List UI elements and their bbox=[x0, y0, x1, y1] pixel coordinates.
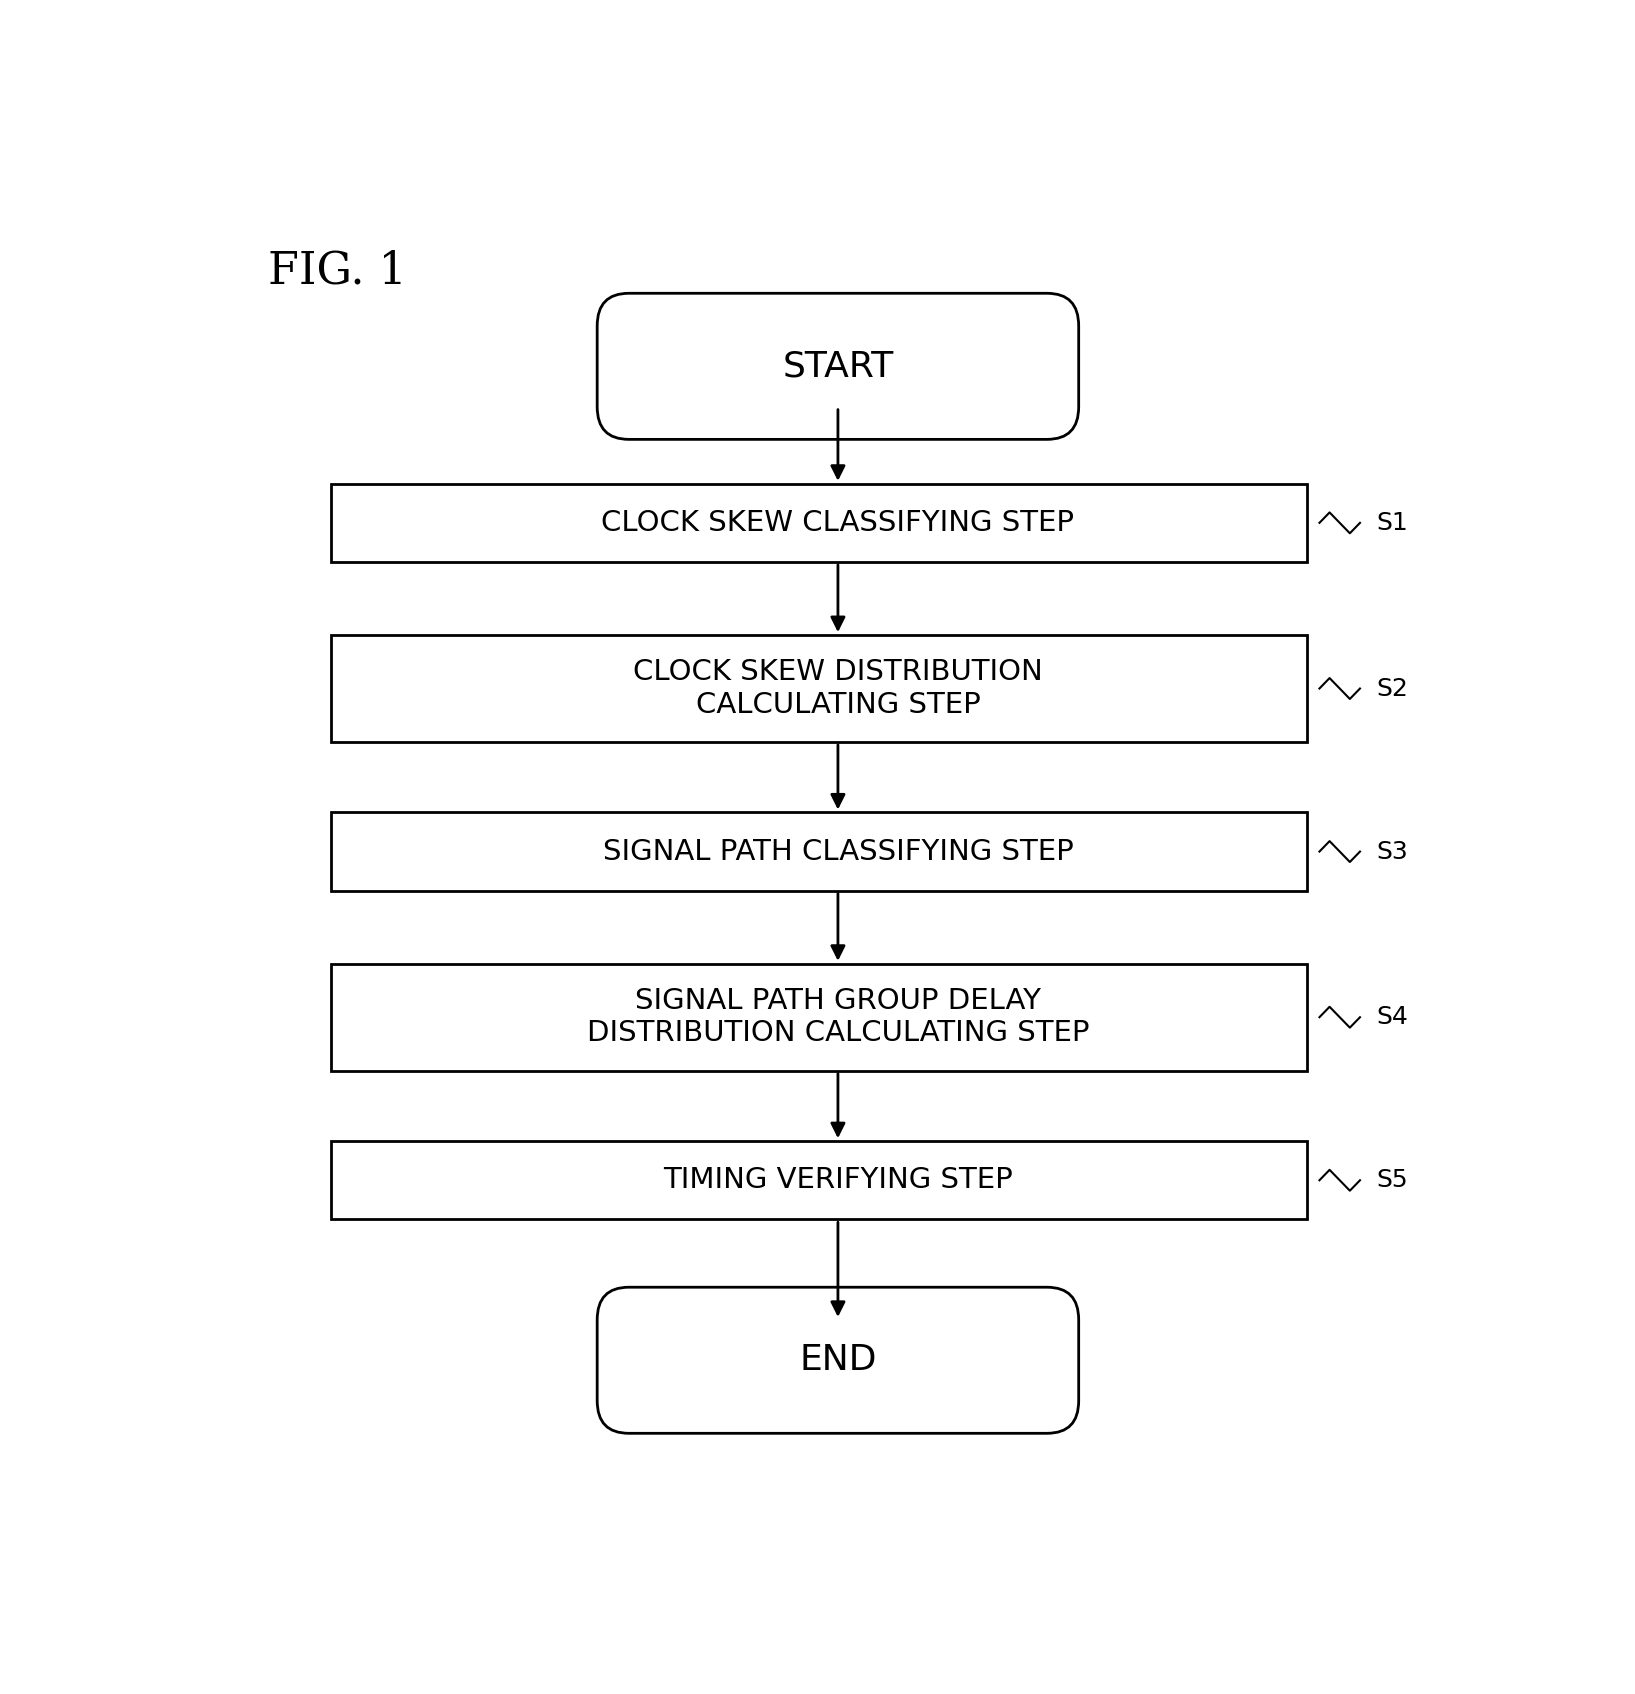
Text: SIGNAL PATH GROUP DELAY
DISTRIBUTION CALCULATING STEP: SIGNAL PATH GROUP DELAY DISTRIBUTION CAL… bbox=[587, 988, 1089, 1047]
Text: SIGNAL PATH CLASSIFYING STEP: SIGNAL PATH CLASSIFYING STEP bbox=[603, 837, 1073, 866]
Text: S3: S3 bbox=[1377, 840, 1408, 864]
FancyBboxPatch shape bbox=[332, 964, 1306, 1071]
Text: TIMING VERIFYING STEP: TIMING VERIFYING STEP bbox=[664, 1165, 1012, 1194]
Text: START: START bbox=[782, 349, 894, 383]
FancyBboxPatch shape bbox=[332, 635, 1306, 742]
Text: S2: S2 bbox=[1377, 676, 1408, 701]
FancyBboxPatch shape bbox=[332, 484, 1306, 562]
FancyBboxPatch shape bbox=[332, 813, 1306, 891]
Text: S5: S5 bbox=[1377, 1169, 1408, 1193]
Text: S1: S1 bbox=[1377, 512, 1408, 535]
FancyBboxPatch shape bbox=[332, 1142, 1306, 1220]
FancyBboxPatch shape bbox=[597, 293, 1079, 439]
Text: END: END bbox=[800, 1343, 876, 1377]
Text: CLOCK SKEW CLASSIFYING STEP: CLOCK SKEW CLASSIFYING STEP bbox=[602, 508, 1074, 537]
Text: S4: S4 bbox=[1377, 1005, 1408, 1030]
Text: FIG. 1: FIG. 1 bbox=[268, 249, 407, 291]
Text: CLOCK SKEW DISTRIBUTION
CALCULATING STEP: CLOCK SKEW DISTRIBUTION CALCULATING STEP bbox=[633, 659, 1043, 718]
FancyBboxPatch shape bbox=[597, 1287, 1079, 1433]
